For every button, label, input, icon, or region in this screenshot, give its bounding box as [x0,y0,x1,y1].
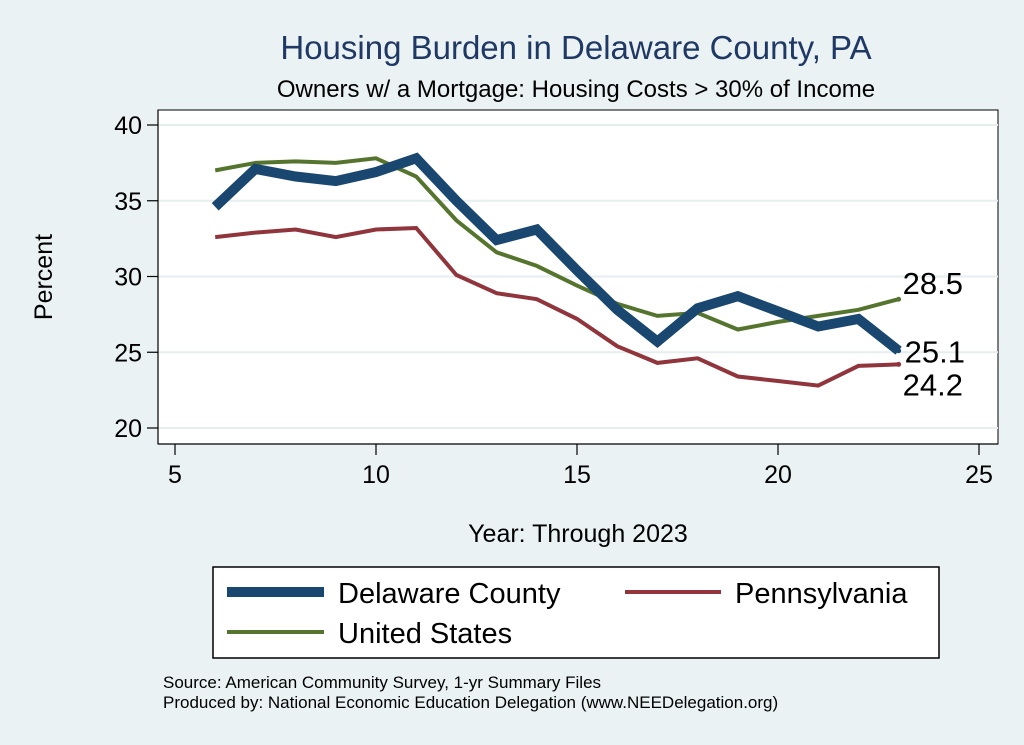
y-tick-label: 40 [114,112,142,140]
legend: Delaware County Pennsylvania United Stat… [212,566,940,659]
x-tick-label: 20 [764,461,792,489]
y-tick-label: 30 [114,264,142,292]
series-line-united-states [214,156,900,332]
y-axis-label: Percent [30,234,58,320]
series-line-delaware-county [211,152,902,355]
y-axis: 20 25 30 35 40 [114,110,159,444]
series-lines [211,152,902,388]
end-point [896,361,902,367]
end-value-label: 24.2 [903,367,963,402]
legend-label-pennsylvania: Pennsylvania [735,578,908,610]
end-point [896,296,902,302]
chart-subtitle: Owners w/ a Mortgage: Housing Costs > 30… [277,76,875,103]
x-axis: 5 10 15 20 25 [158,443,998,489]
legend-label-delaware-county: Delaware County [338,578,561,610]
chart-title: Housing Burden in Delaware County, PA [280,29,871,66]
y-tick-label: 20 [114,415,142,443]
end-point [896,348,902,354]
producer-note: Produced by: National Economic Education… [163,693,778,712]
x-tick-label: 10 [362,461,390,489]
source-note: Source: American Community Survey, 1-yr … [163,673,601,692]
end-value-label: 28.5 [903,266,963,301]
y-tick-label: 25 [114,339,142,367]
legend-label-united-states: United States [338,618,512,650]
x-tick-label: 15 [563,461,591,489]
series-line-pennsylvania [214,225,899,388]
gridlines [158,124,998,429]
x-tick-label: 5 [168,461,182,489]
end-labels: 28.5 25.124.2 [903,266,965,402]
y-tick-label: 35 [114,188,142,216]
x-tick-label: 25 [965,461,993,489]
legend-box [212,566,940,659]
end-value-label: 25.1 [905,335,965,370]
x-axis-label: Year: Through 2023 [468,520,688,548]
